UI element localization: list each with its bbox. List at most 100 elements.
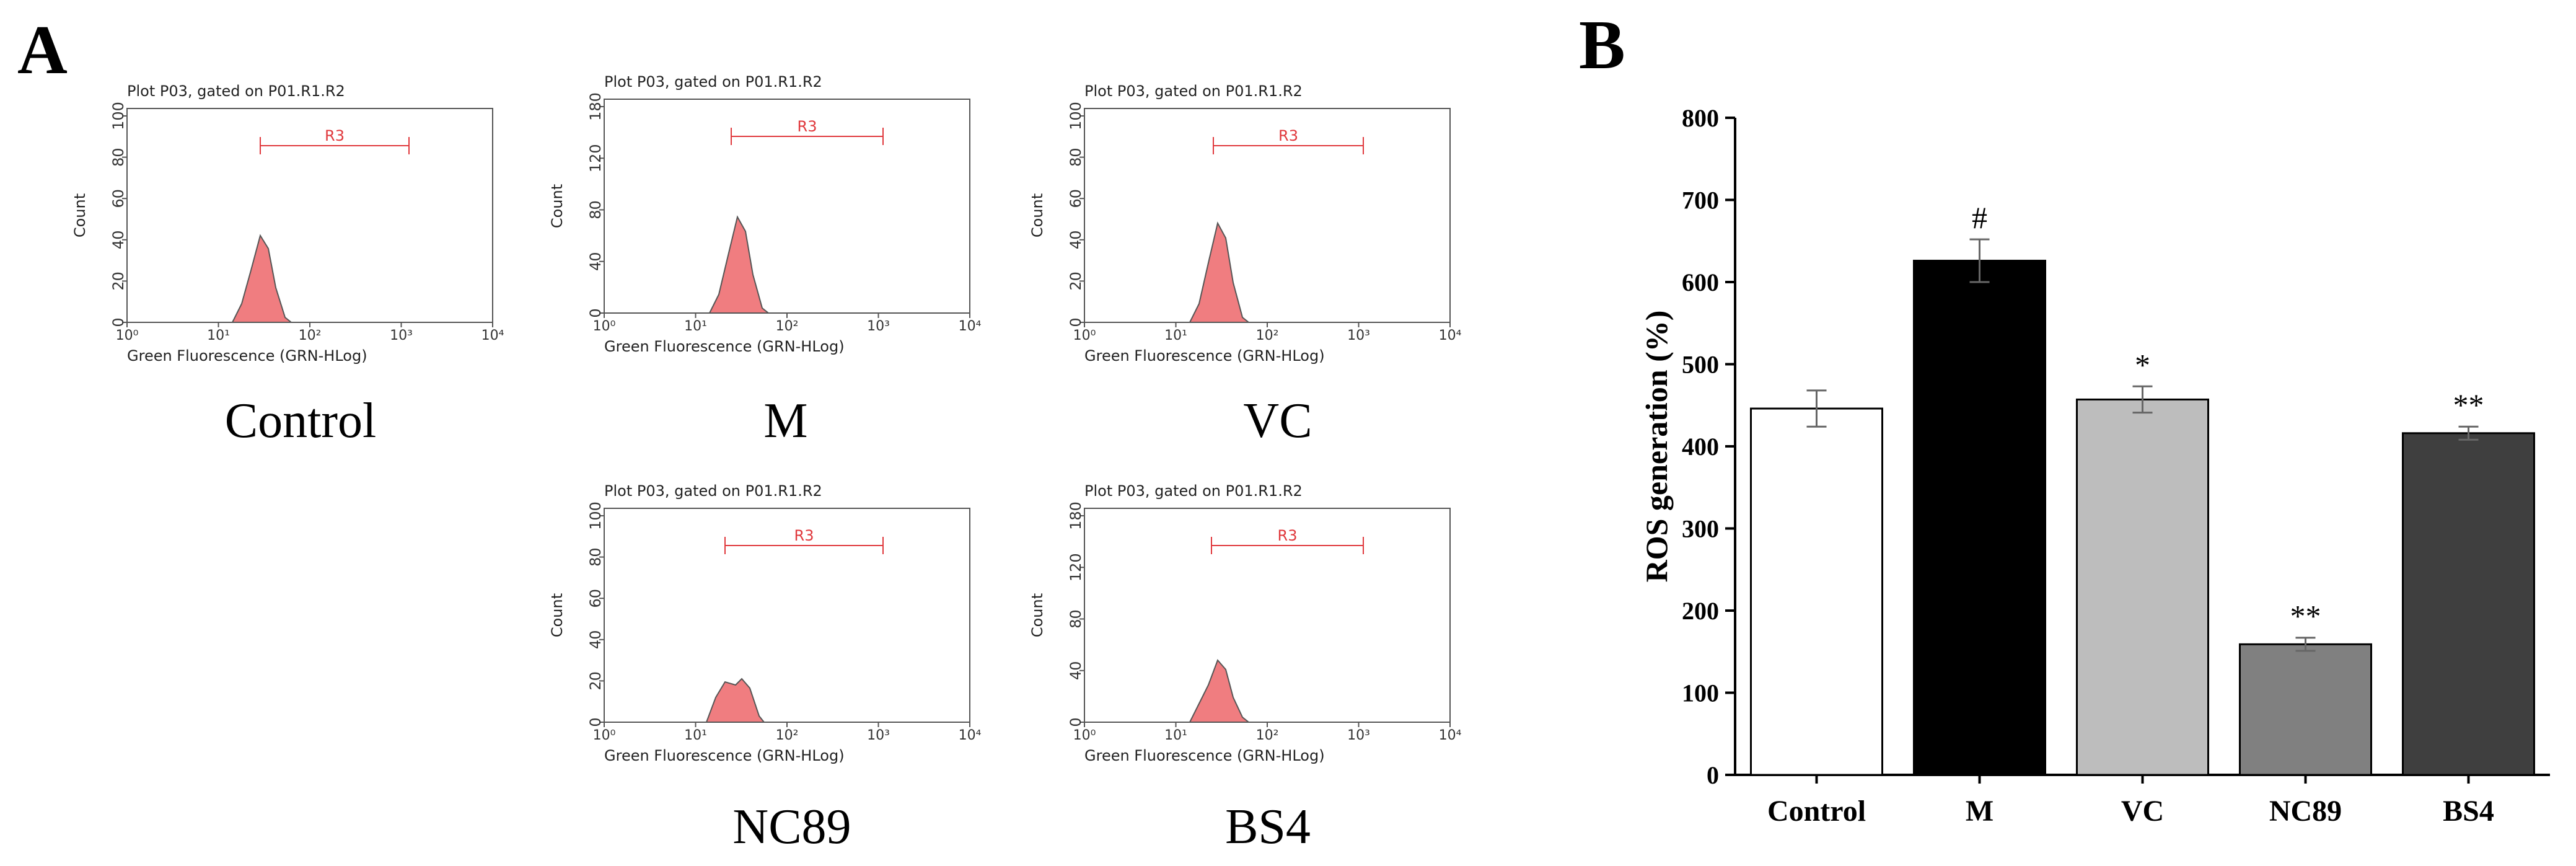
flow-plot-label-vc: VC bbox=[1243, 394, 1312, 448]
flow-plot-title: Plot P03, gated on P01.R1.R2 bbox=[127, 82, 345, 100]
flow-plot-frame bbox=[1084, 108, 1451, 323]
flow-plot-title: Plot P03, gated on P01.R1.R2 bbox=[1084, 482, 1303, 500]
y-tick-label: 0 bbox=[587, 717, 604, 727]
gate-label: R3 bbox=[325, 127, 345, 144]
y-axis-label: Count bbox=[1029, 193, 1046, 237]
x-tick-label: 10³ bbox=[390, 328, 413, 343]
flow-plot-label-control: Control bbox=[225, 394, 376, 448]
y-tick-label: 20 bbox=[1067, 272, 1084, 291]
x-tick-label: 10⁰ bbox=[116, 328, 139, 343]
x-tick-label: 10¹ bbox=[1164, 328, 1187, 343]
y-axis-label: Count bbox=[1029, 593, 1046, 637]
x-tick-label: VC bbox=[2121, 795, 2164, 828]
x-tick-label: 10⁴ bbox=[959, 319, 982, 334]
x-tick-label: 10³ bbox=[1347, 728, 1370, 743]
x-tick-label: 10⁰ bbox=[593, 728, 616, 743]
bar-vc bbox=[2076, 398, 2209, 776]
y-tick-label: 80 bbox=[587, 547, 604, 567]
y-tick-label: 0 bbox=[1707, 761, 1719, 789]
x-tick-label: 10⁰ bbox=[1073, 328, 1096, 343]
y-axis-label: Count bbox=[548, 593, 566, 637]
y-tick-label: 0 bbox=[1067, 717, 1084, 727]
fluorescence-histogram bbox=[1189, 221, 1251, 323]
x-tick-label: 10⁴ bbox=[959, 728, 982, 743]
y-tick-label: 40 bbox=[587, 252, 604, 271]
fluorescence-histogram bbox=[708, 215, 770, 314]
gate-label: R3 bbox=[798, 118, 817, 135]
x-tick-label: 10³ bbox=[1347, 328, 1370, 343]
y-tick-label: 40 bbox=[1067, 231, 1084, 250]
flow-plot-label-bs4: BS4 bbox=[1225, 800, 1311, 854]
y-tick-label: 60 bbox=[587, 589, 604, 608]
flow-plot-bs4: Plot P03, gated on P01.R1.R2 0 40 80 120 180 C… bbox=[1029, 482, 1462, 764]
x-tick-label: 10¹ bbox=[684, 319, 707, 334]
x-tick-label: 10¹ bbox=[684, 728, 707, 743]
y-axis-label: Count bbox=[548, 184, 566, 228]
y-tick-label: 40 bbox=[110, 231, 127, 250]
y-tick-label: 20 bbox=[587, 671, 604, 691]
x-tick-label: 10² bbox=[776, 319, 799, 334]
fluorescence-histogram bbox=[705, 678, 766, 723]
flow-plot-vc: Plot P03, gated on P01.R1.R2 0 20 40 60 80 100… bbox=[1029, 82, 1462, 365]
x-tick-label: 10³ bbox=[867, 319, 890, 334]
y-tick-label: 60 bbox=[1067, 189, 1084, 208]
gate-label: R3 bbox=[794, 527, 814, 544]
x-tick-label: 10⁴ bbox=[1439, 728, 1462, 743]
y-axis-label: ROS generation (%) bbox=[1639, 311, 1674, 583]
flow-plot-title: Plot P03, gated on P01.R1.R2 bbox=[1084, 82, 1303, 100]
y-tick-label: 0 bbox=[110, 317, 127, 327]
x-tick-label: 10² bbox=[1256, 728, 1279, 743]
x-axis-label: Green Fluorescence (GRN-HLog) bbox=[1084, 747, 1325, 764]
y-tick-label: 120 bbox=[587, 144, 604, 172]
y-tick-label: 700 bbox=[1682, 187, 1719, 214]
x-tick-label: 10⁰ bbox=[593, 319, 616, 334]
flow-plot-frame bbox=[604, 508, 970, 723]
bar-nc89 bbox=[2239, 643, 2372, 776]
panel-b-letter: B bbox=[1579, 7, 1625, 84]
x-tick-label: Control bbox=[1767, 795, 1866, 828]
x-tick-label: NC89 bbox=[2269, 795, 2342, 828]
flow-plot-frame bbox=[126, 108, 493, 323]
fluorescence-histogram bbox=[1189, 659, 1251, 723]
x-tick-label: 10³ bbox=[867, 728, 890, 743]
flow-plot-frame bbox=[1084, 508, 1451, 723]
y-tick-label: 60 bbox=[110, 189, 127, 208]
ros-bar-chart: 0 100 200 300 400 500 600 700 800 ROS generation … bbox=[1639, 104, 2550, 828]
bar-bs4 bbox=[2402, 432, 2535, 776]
x-tick-label: 10⁴ bbox=[481, 328, 504, 343]
y-tick-label: 100 bbox=[110, 102, 127, 130]
x-tick-label: 10² bbox=[1256, 328, 1279, 343]
gate-label: R3 bbox=[1278, 527, 1298, 544]
significance-marker: ** bbox=[2290, 599, 2321, 634]
significance-marker: * bbox=[2135, 347, 2150, 382]
y-tick-label: 0 bbox=[1067, 317, 1084, 327]
y-tick-label: 180 bbox=[1067, 501, 1084, 530]
gate-label: R3 bbox=[1278, 127, 1298, 144]
flow-plot-title: Plot P03, gated on P01.R1.R2 bbox=[604, 73, 822, 91]
significance-marker: # bbox=[1972, 200, 1987, 235]
y-axis-label: Count bbox=[71, 193, 89, 237]
y-tick-label: 400 bbox=[1682, 433, 1719, 461]
flow-cytometry-panels: Plot P03, gated on P01.R1.R2 0 20 40 60 80 100… bbox=[71, 73, 1462, 854]
flow-plot-control: Plot P03, gated on P01.R1.R2 0 20 40 60 80 100… bbox=[71, 82, 504, 365]
bar-m bbox=[1913, 260, 2046, 776]
y-tick-label: 180 bbox=[587, 92, 604, 121]
significance-marker: ** bbox=[2453, 387, 2484, 422]
panel-a-letter: A bbox=[17, 12, 68, 89]
y-tick-label: 40 bbox=[1067, 661, 1084, 680]
y-tick-label: 80 bbox=[110, 148, 127, 167]
flow-plot-frame bbox=[604, 99, 970, 314]
x-tick-label: 10² bbox=[299, 328, 322, 343]
y-tick-label: 80 bbox=[587, 200, 604, 219]
y-tick-label: 100 bbox=[587, 501, 604, 530]
y-tick-label: 100 bbox=[1682, 679, 1719, 707]
flow-plot-title: Plot P03, gated on P01.R1.R2 bbox=[604, 482, 822, 500]
bar-control bbox=[1750, 407, 1883, 776]
flow-plot-label-nc89: NC89 bbox=[732, 800, 851, 854]
y-tick-label: 300 bbox=[1682, 515, 1719, 543]
flow-plot-nc89: Plot P03, gated on P01.R1.R2 0 20 40 60 80 100… bbox=[548, 482, 982, 764]
fluorescence-histogram bbox=[231, 234, 293, 323]
y-tick-label: 40 bbox=[587, 630, 604, 650]
y-tick-label: 500 bbox=[1682, 351, 1719, 379]
